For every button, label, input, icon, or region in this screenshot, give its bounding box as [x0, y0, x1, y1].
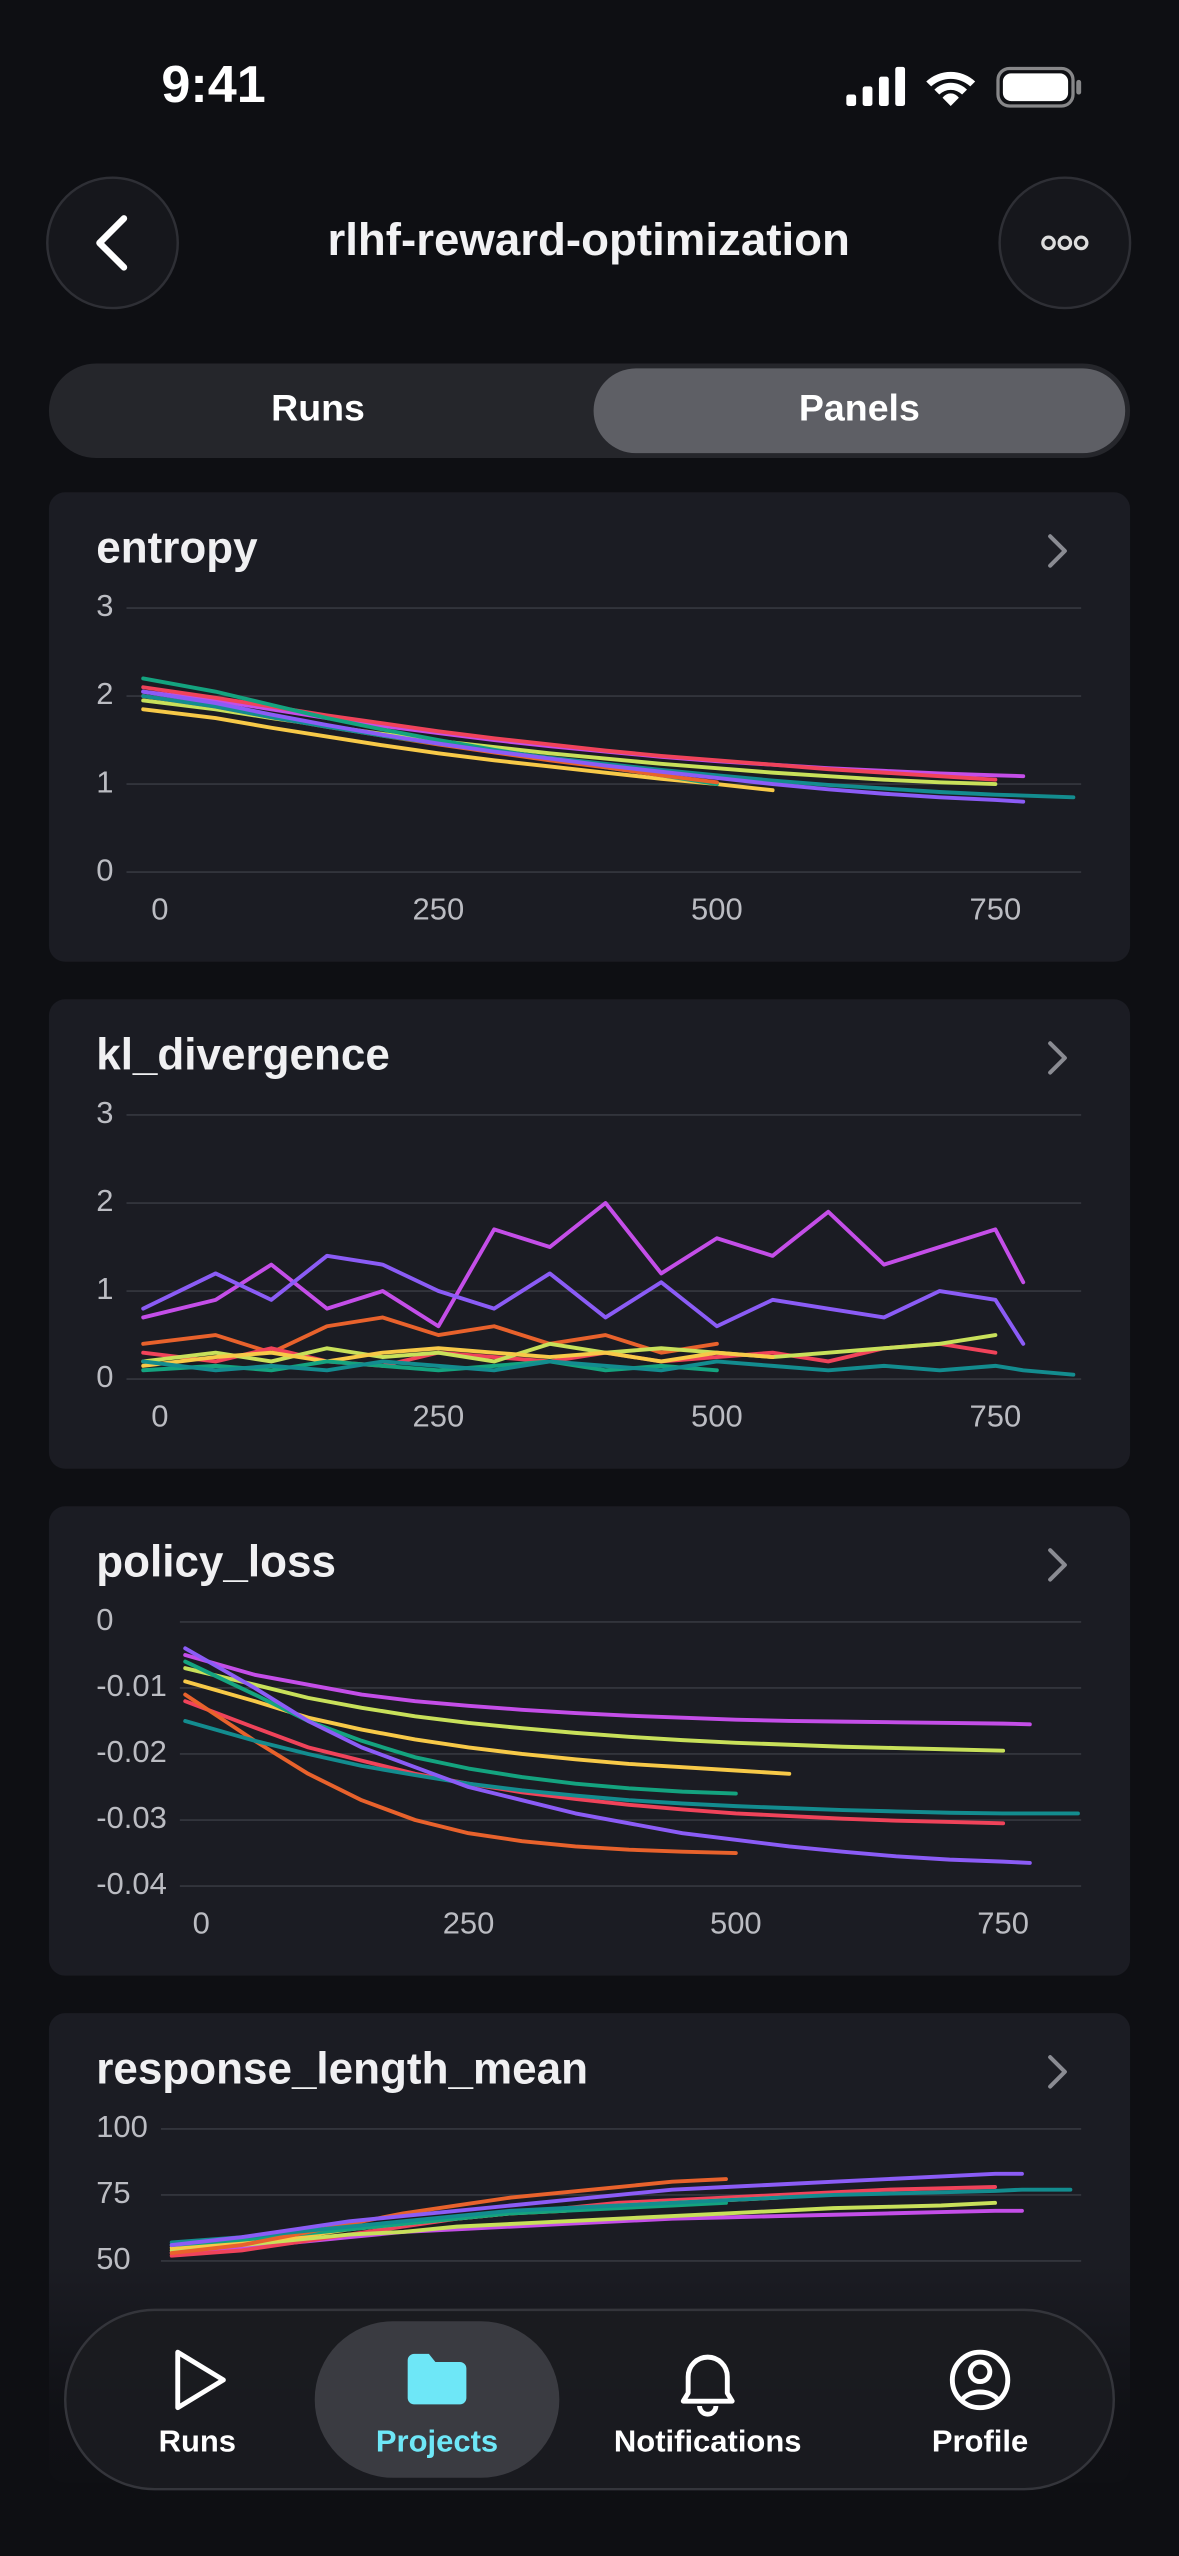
y-tick-label: 75	[96, 2175, 130, 2210]
series-line	[169, 2187, 1073, 2245]
panel-card[interactable]	[48, 492, 1131, 962]
y-tick-label: 100	[96, 2109, 148, 2144]
series-line	[141, 1201, 1026, 1329]
projects-icon	[407, 2353, 467, 2405]
back-button[interactable]	[46, 176, 179, 310]
y-tick-label: 1	[96, 764, 113, 799]
tab-selected	[593, 368, 1126, 454]
series-line	[169, 2177, 728, 2255]
series-line	[183, 1719, 1080, 1816]
y-tick-label: -0.02	[96, 1734, 167, 1769]
tab-label[interactable]: Runs	[271, 387, 365, 429]
chevron	[1048, 2055, 1067, 2089]
y-tick-label: -0.04	[96, 1866, 167, 1901]
series-line	[183, 1692, 738, 1855]
x-tick-label: 750	[977, 1905, 1029, 1940]
x-tick-label: 0	[151, 891, 168, 926]
status-time: 9:41	[161, 56, 265, 114]
series-line	[183, 1653, 1032, 1727]
more-button[interactable]	[998, 176, 1132, 310]
panel-title: policy_loss	[96, 1538, 336, 1587]
panel-title: entropy	[96, 524, 258, 573]
x-tick-label: 0	[151, 1398, 168, 1433]
y-tick-label: -0.03	[96, 1800, 167, 1835]
more-icon	[1041, 235, 1089, 251]
y-tick-label: 3	[96, 588, 113, 623]
series-line	[183, 1646, 1032, 1865]
panel-title: kl_divergence	[96, 1031, 390, 1080]
y-tick-label: 2	[96, 676, 113, 711]
series-line	[141, 1253, 1026, 1346]
page-title: rlhf-reward-optimization	[327, 214, 849, 265]
series-line	[169, 2171, 1024, 2248]
nav-label[interactable]: Profile	[932, 2424, 1028, 2459]
nav-label[interactable]: Notifications	[614, 2424, 802, 2459]
y-tick-label: 0	[96, 1359, 113, 1394]
chevron	[1048, 1041, 1067, 1075]
x-tick-label: 500	[691, 1398, 743, 1433]
series-line	[141, 1359, 1076, 1377]
profile-icon	[949, 2349, 1011, 2411]
nav-label[interactable]: Runs	[159, 2424, 236, 2459]
x-tick-label: 250	[413, 1398, 465, 1433]
nav-label[interactable]: Projects	[376, 2424, 498, 2459]
x-tick-label: 750	[970, 1398, 1022, 1433]
panel-card[interactable]	[48, 1506, 1131, 1976]
series-line	[183, 1666, 1006, 1753]
panel-title: response_length_mean	[96, 2044, 588, 2093]
chevron	[1048, 534, 1067, 568]
y-tick-label: 0	[96, 1602, 113, 1637]
y-tick-label: -0.01	[96, 1668, 167, 1703]
series-line	[141, 689, 1026, 804]
series-line	[141, 1333, 998, 1364]
x-tick-label: 0	[193, 1905, 210, 1940]
series-line	[141, 707, 775, 793]
y-tick-label: 3	[96, 1095, 113, 1130]
x-tick-label: 500	[710, 1905, 762, 1940]
back-icon	[96, 215, 128, 271]
x-tick-label: 750	[970, 891, 1022, 926]
chevron	[1048, 1548, 1067, 1582]
y-tick-label: 2	[96, 1183, 113, 1218]
x-tick-label: 250	[413, 891, 465, 926]
y-tick-label: 1	[96, 1271, 113, 1306]
series-line	[169, 2200, 998, 2253]
series-line	[141, 1346, 775, 1368]
x-tick-label: 250	[443, 1905, 495, 1940]
status-icons	[846, 66, 1082, 108]
notifications-icon	[680, 2354, 735, 2417]
runs-icon	[175, 2349, 226, 2411]
series-line	[141, 1315, 719, 1355]
y-tick-label: 0	[96, 852, 113, 887]
tab-label[interactable]: Panels	[799, 387, 920, 429]
x-tick-label: 500	[691, 891, 743, 926]
tab-bar-nav	[64, 2308, 1115, 2491]
series-line	[183, 1699, 1006, 1826]
